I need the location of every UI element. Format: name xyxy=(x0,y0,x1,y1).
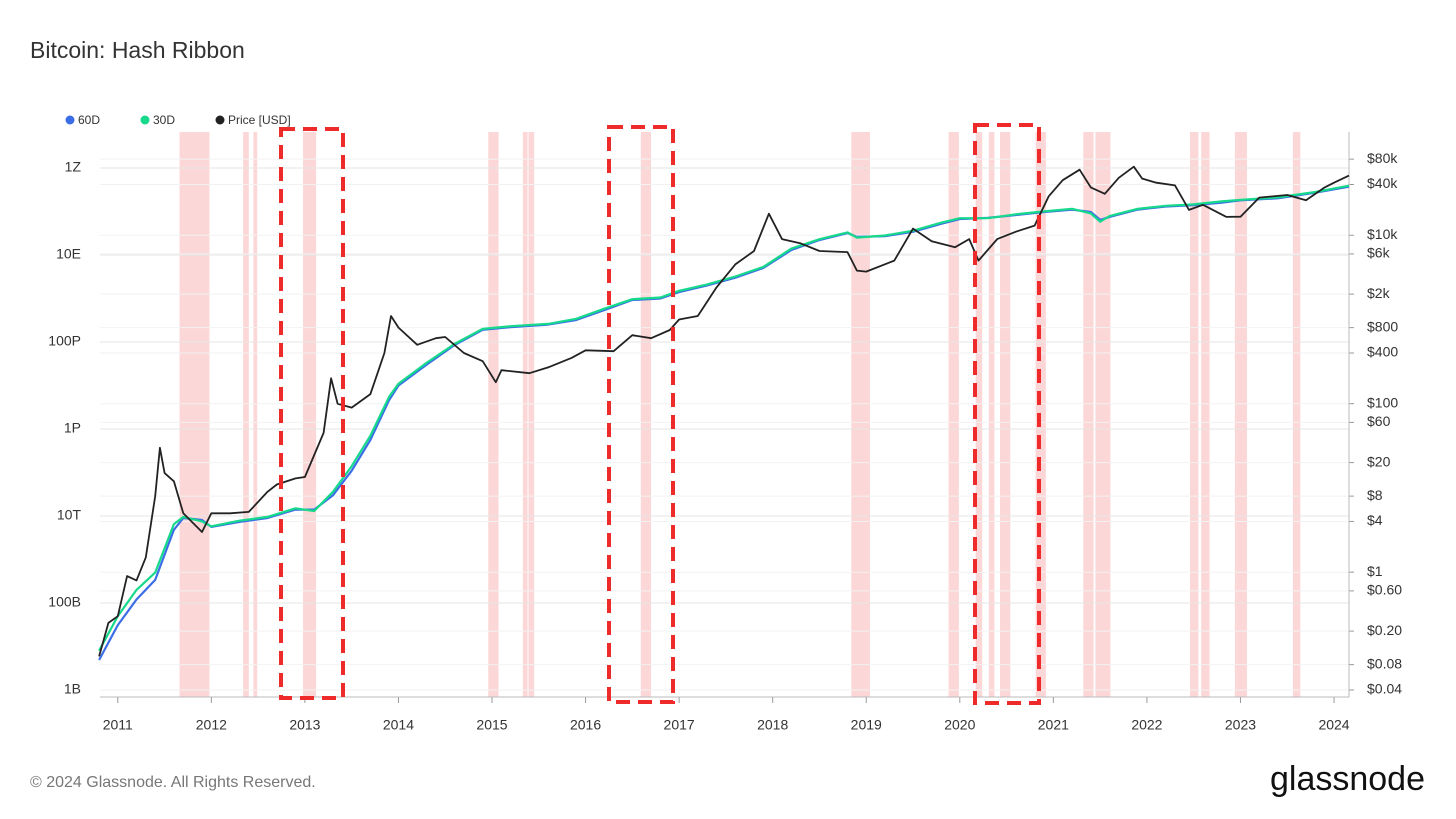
y-tick-label: 10T xyxy=(57,507,82,523)
capitulation-band xyxy=(253,132,258,697)
capitulation-band xyxy=(303,132,317,697)
series-line xyxy=(98,165,1350,657)
x-tick-label: 2011 xyxy=(103,717,133,733)
capitulation-band xyxy=(243,132,249,697)
annotation-box xyxy=(279,127,345,700)
y2-tick-label: $0.08 xyxy=(1367,655,1402,671)
legend-marker xyxy=(65,115,75,125)
legend-marker xyxy=(140,115,150,125)
y-tick-label: 1Z xyxy=(65,159,82,175)
annotations xyxy=(279,123,1041,705)
lines xyxy=(98,165,1350,661)
capitulation-band xyxy=(528,132,535,697)
capitulation-band xyxy=(179,132,210,697)
y2-tick-label: $0.20 xyxy=(1367,622,1402,638)
capitulation-band xyxy=(488,132,499,697)
grid xyxy=(100,132,1354,703)
y2-tick-label: $20 xyxy=(1367,453,1391,469)
y2-tick-label: $100 xyxy=(1367,394,1398,410)
brand-logo: glassnode xyxy=(1270,760,1425,798)
x-tick-label: 2023 xyxy=(1225,717,1256,733)
y-tick-label: 1B xyxy=(64,681,81,697)
y2-tick-label: $800 xyxy=(1367,318,1398,334)
capitulation-band xyxy=(851,132,870,697)
x-tick-label: 2022 xyxy=(1131,717,1162,733)
annotation-box xyxy=(973,123,1041,705)
capitulation-band xyxy=(948,132,959,697)
x-tick-label: 2012 xyxy=(196,717,227,733)
capitulation-band xyxy=(988,132,995,697)
y-tick-label: 100B xyxy=(48,594,81,610)
y2-tick-label: $400 xyxy=(1367,344,1398,360)
y2-tick-label: $60 xyxy=(1367,413,1391,429)
x-tick-label: 2018 xyxy=(757,717,788,733)
y-tick-label: 10E xyxy=(56,246,81,262)
x-tick-label: 2021 xyxy=(1038,717,1069,733)
y2-tick-label: $8 xyxy=(1367,487,1383,503)
x-tick-label: 2015 xyxy=(476,717,507,733)
chart-title: Bitcoin: Hash Ribbon xyxy=(30,37,245,63)
y2-tick-label: $0.60 xyxy=(1367,582,1402,598)
capitulation-band xyxy=(1083,132,1094,697)
capitulation-band xyxy=(1000,132,1011,697)
legend-marker xyxy=(215,115,225,125)
capitulation-band xyxy=(522,132,528,697)
x-tick-label: 2019 xyxy=(851,717,882,733)
x-tick-label: 2017 xyxy=(664,717,695,733)
x-tick-label: 2016 xyxy=(570,717,601,733)
y2-tick-label: $80k xyxy=(1367,150,1398,166)
y2-tick-label: $4 xyxy=(1367,512,1383,528)
legend-label: Price [USD] xyxy=(228,113,291,127)
capitulation-band xyxy=(1292,132,1301,697)
x-tick-label: 2014 xyxy=(383,717,414,733)
legend-label: 30D xyxy=(153,113,175,127)
y-tick-label: 1P xyxy=(64,420,81,436)
x-tick-label: 2024 xyxy=(1318,717,1349,733)
footer: © 2024 Glassnode. All Rights Reserved. xyxy=(30,774,316,791)
capitulation-band xyxy=(1201,132,1210,697)
y2-tick-label: $10k xyxy=(1367,226,1398,242)
capitulation-band xyxy=(640,132,652,697)
y2-tick-label: $1 xyxy=(1367,563,1383,579)
y2-tick-label: $6k xyxy=(1367,245,1391,261)
y2-tick-label: $2k xyxy=(1367,285,1391,301)
x-tick-label: 2013 xyxy=(289,717,320,733)
annotation-box xyxy=(607,125,675,704)
capitulation-band xyxy=(975,132,983,697)
y2-tick-label: $0.04 xyxy=(1367,681,1402,697)
capitulation-band xyxy=(1189,132,1199,697)
series-line xyxy=(98,184,1350,652)
capitulation-band xyxy=(1234,132,1248,697)
legend-label: 60D xyxy=(78,113,100,127)
capitulation-band xyxy=(1095,132,1111,697)
y2-tick-label: $40k xyxy=(1367,175,1398,191)
x-tick-label: 2020 xyxy=(944,717,975,733)
y-tick-label: 100P xyxy=(48,333,81,349)
